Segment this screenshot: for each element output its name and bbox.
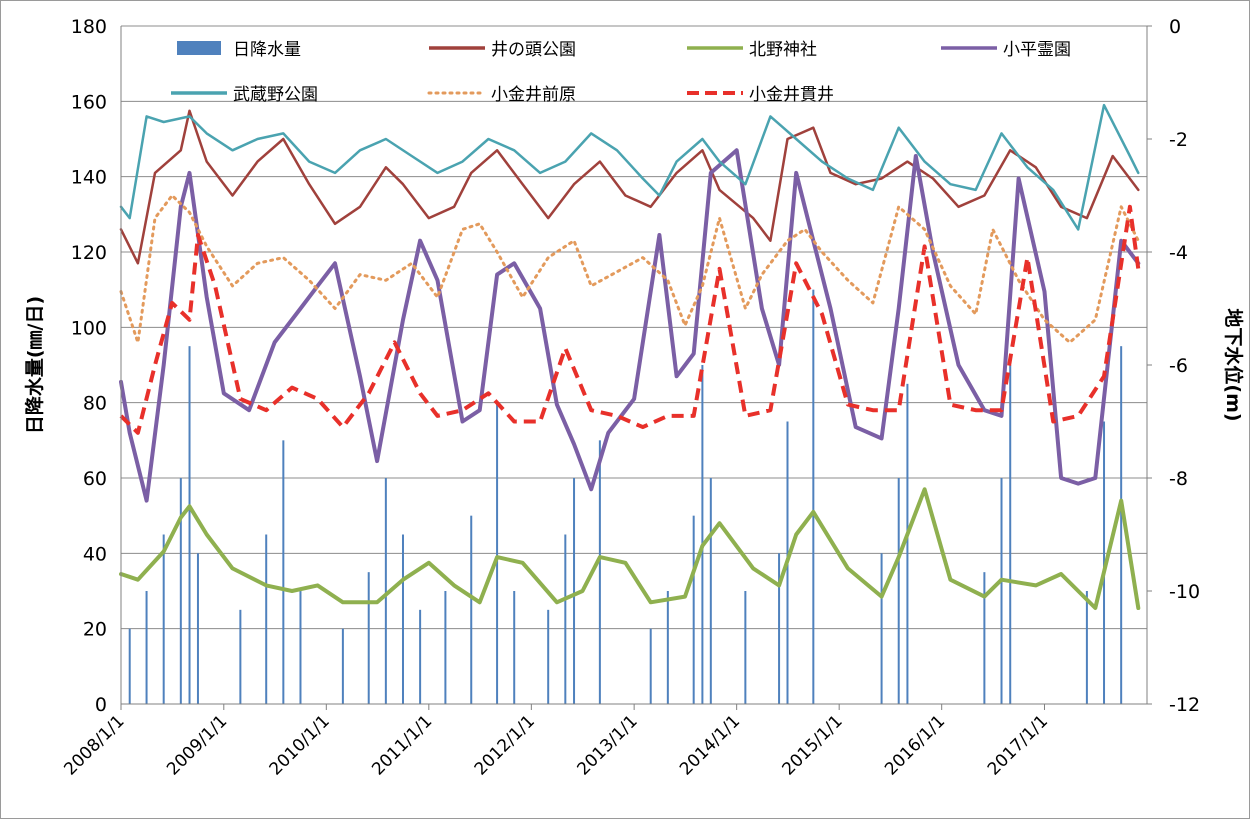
x-tick-label: 2017/1/1: [984, 711, 1052, 779]
precip-bar: [906, 383, 909, 704]
x-tick-label: 2014/1/1: [676, 711, 744, 779]
precip-bar: [419, 609, 422, 704]
precip-bar: [162, 534, 165, 704]
legend-label: 北野神社: [749, 40, 817, 60]
left-tick-label: 40: [83, 543, 107, 565]
right-tick-label: -2: [1169, 129, 1188, 151]
precip-bar: [444, 591, 447, 704]
precip-bar: [179, 478, 182, 704]
precip-bar: [188, 346, 191, 704]
left-tick-label: 60: [83, 468, 107, 490]
precip-bar: [367, 572, 370, 704]
precipitation-bars: [128, 289, 1123, 704]
left-tick-label: 140: [71, 167, 107, 189]
precip-bar: [692, 515, 695, 704]
legend-label: 武蔵野公園: [233, 85, 318, 105]
legend-label: 小金井前原: [491, 85, 576, 105]
precip-bar: [1103, 421, 1106, 704]
right-axis-title: 地下水位(m): [1222, 308, 1245, 421]
precip-bar: [666, 591, 669, 704]
legend-label: 日降水量: [233, 40, 301, 60]
precip-bar: [983, 572, 986, 704]
series-line-1: [119, 109, 1140, 265]
precip-bar: [128, 628, 131, 704]
precip-bar: [598, 440, 601, 704]
grid-lines: [121, 25, 1147, 705]
precip-bar: [282, 440, 285, 704]
precip-bar: [709, 478, 712, 704]
x-tick-label: 2008/1/1: [60, 711, 128, 779]
precip-bar: [196, 553, 199, 704]
right-tick-label: -6: [1169, 355, 1188, 377]
left-tick-label: 160: [71, 91, 107, 113]
precip-bar: [547, 609, 550, 704]
precip-bar: [299, 591, 302, 704]
precip-bar: [1120, 346, 1123, 704]
left-tick-label: 80: [83, 393, 107, 415]
precip-bar: [1000, 478, 1003, 704]
precip-bar: [649, 628, 652, 704]
legend-label: 小金井貫井: [749, 85, 834, 105]
series-line-3: [119, 148, 1141, 503]
left-tick-label: 20: [83, 619, 107, 641]
left-tick-label: 0: [95, 694, 107, 716]
precip-bar: [239, 609, 242, 704]
legend-swatch: [177, 41, 221, 55]
series-line-4: [119, 103, 1140, 231]
precip-bar: [341, 628, 344, 704]
series-line-2: [119, 487, 1141, 610]
precip-bar: [573, 478, 576, 704]
x-tick-label: 2010/1/1: [266, 711, 334, 779]
precip-bar: [145, 591, 148, 704]
x-tick-label: 2012/1/1: [471, 711, 539, 779]
precip-bar: [265, 534, 268, 704]
x-tick-label: 2011/1/1: [368, 711, 436, 779]
right-tick-label: -4: [1169, 242, 1188, 264]
x-tick-label: 2015/1/1: [779, 711, 847, 779]
precip-bar: [564, 534, 567, 704]
left-tick-label: 180: [71, 16, 107, 38]
precip-bar: [496, 402, 499, 704]
precip-bar: [513, 591, 516, 704]
left-tick-label: 100: [71, 317, 107, 339]
precip-bar: [1085, 591, 1088, 704]
legend-label: 井の頭公園: [491, 40, 576, 60]
precip-bar: [401, 534, 404, 704]
precip-bar: [880, 553, 883, 704]
x-tick-label: 2013/1/1: [574, 711, 642, 779]
groundwater-lines: [119, 103, 1141, 610]
right-tick-label: -12: [1169, 694, 1200, 716]
right-tick-label: -10: [1169, 581, 1200, 603]
precip-bar: [1009, 365, 1012, 704]
right-tick-label: -8: [1169, 468, 1188, 490]
series-line-5: [119, 194, 1140, 344]
x-tick-label: 2009/1/1: [163, 711, 231, 779]
right-tick-label: 0: [1169, 16, 1181, 38]
precip-bar: [897, 478, 900, 704]
precip-bar: [812, 289, 815, 704]
left-axis-title: 日降水量(㎜/日): [23, 296, 46, 434]
x-tick-label: 2016/1/1: [881, 711, 949, 779]
legend-label: 小平霊園: [1003, 40, 1071, 60]
precip-bar: [470, 515, 473, 704]
precip-bar: [778, 553, 781, 704]
left-tick-label: 120: [71, 242, 107, 264]
precip-bar: [384, 478, 387, 704]
precip-bar: [744, 591, 747, 704]
series-line-6: [119, 204, 1141, 435]
precip-bar: [701, 365, 704, 704]
